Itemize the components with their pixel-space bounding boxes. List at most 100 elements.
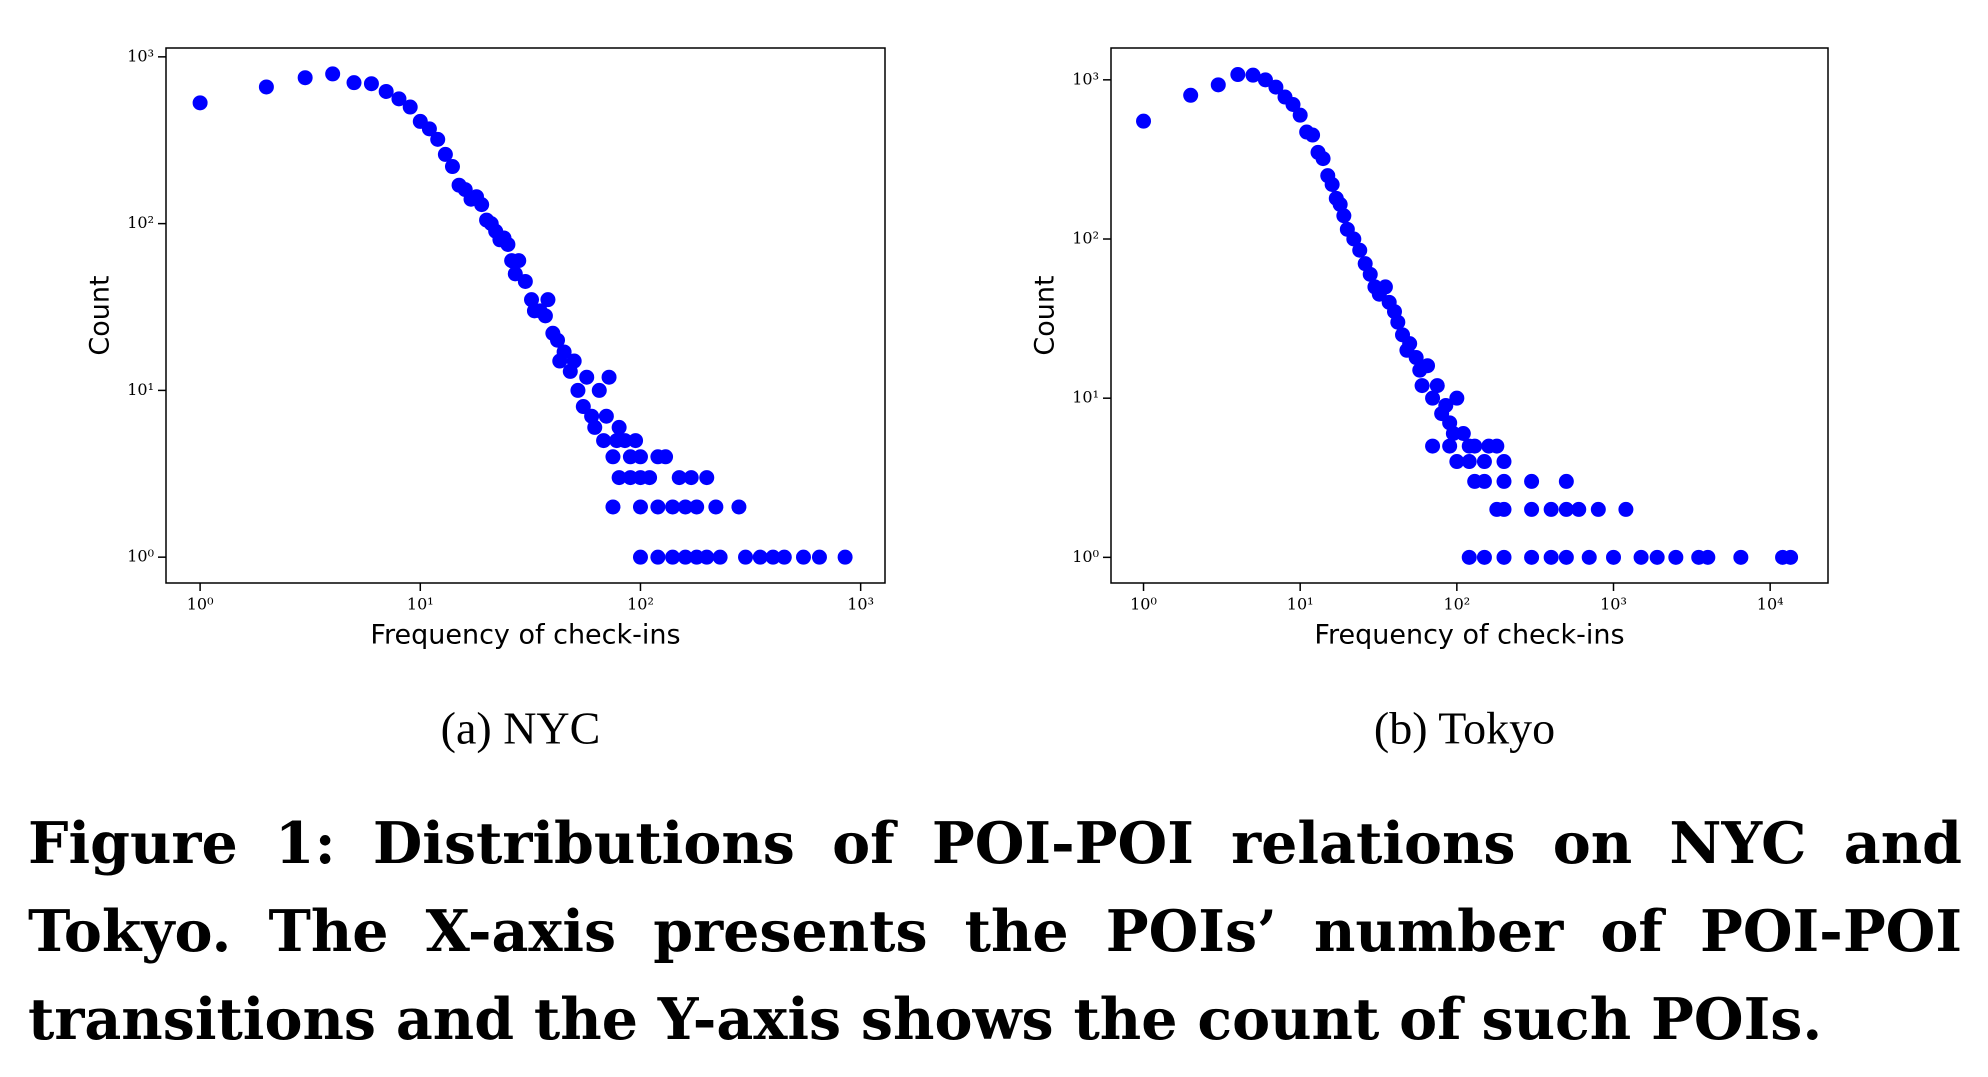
point	[708, 499, 724, 515]
point	[601, 369, 617, 385]
point	[628, 433, 644, 449]
point	[1558, 501, 1574, 517]
point	[1461, 454, 1477, 470]
point	[611, 419, 627, 435]
point	[540, 292, 556, 308]
plot-frame	[1110, 47, 1829, 584]
point	[1425, 438, 1441, 454]
point	[1581, 549, 1597, 565]
point	[1467, 438, 1483, 454]
point	[1649, 549, 1665, 565]
point	[1590, 501, 1606, 517]
point	[517, 273, 533, 289]
point	[617, 433, 633, 449]
point	[566, 353, 582, 369]
point	[1336, 208, 1352, 224]
point	[537, 308, 553, 324]
point	[1476, 549, 1492, 565]
point	[1449, 454, 1465, 470]
point	[1489, 438, 1505, 454]
point	[1668, 549, 1684, 565]
point	[1496, 549, 1512, 565]
point	[1245, 67, 1261, 83]
point	[325, 66, 341, 82]
point	[1332, 196, 1348, 212]
y-tick-label: 10¹	[127, 380, 154, 399]
point	[500, 236, 516, 252]
point	[795, 549, 811, 565]
y-tick-label: 10⁰	[127, 547, 154, 566]
point	[1496, 454, 1512, 470]
point	[363, 76, 379, 92]
point	[1285, 96, 1301, 112]
point	[1524, 501, 1540, 517]
point	[598, 408, 614, 424]
x-tick-label: 10⁰	[1130, 595, 1157, 614]
point	[1733, 549, 1749, 565]
subcaption: (a) NYC	[441, 703, 601, 754]
point	[699, 549, 715, 565]
point	[811, 549, 827, 565]
point	[1292, 107, 1308, 123]
point	[1633, 549, 1649, 565]
point	[1346, 231, 1362, 247]
y-axis-label: Count	[85, 275, 116, 355]
x-axis-label: Frequency of check-ins	[1314, 620, 1624, 651]
point	[1496, 501, 1512, 517]
point	[1390, 314, 1406, 330]
x-tick-label: 10²	[627, 595, 654, 614]
point	[444, 159, 460, 175]
point	[699, 470, 715, 486]
y-tick-label: 10²	[1072, 229, 1099, 248]
point	[591, 382, 607, 398]
x-tick-label: 10¹	[407, 595, 434, 614]
point	[1362, 266, 1378, 282]
point	[1543, 501, 1559, 517]
plot-frame	[165, 47, 886, 584]
point	[192, 95, 208, 111]
point	[437, 146, 453, 162]
point	[683, 470, 699, 486]
point	[605, 499, 621, 515]
point	[671, 470, 687, 486]
point	[258, 79, 274, 95]
y-tick-label: 10²	[127, 213, 154, 232]
point	[1700, 549, 1716, 565]
point	[738, 549, 754, 565]
point	[1315, 151, 1331, 167]
point	[765, 549, 781, 565]
point	[1377, 279, 1393, 295]
point	[837, 549, 853, 565]
point	[1783, 549, 1799, 565]
point	[1558, 549, 1574, 565]
point	[658, 449, 674, 465]
point	[752, 549, 768, 565]
point	[1136, 113, 1152, 129]
y-tick-label: 10⁰	[1072, 547, 1099, 566]
point	[677, 499, 693, 515]
point	[346, 75, 362, 91]
point	[731, 499, 747, 515]
point	[1524, 549, 1540, 565]
point	[570, 382, 586, 398]
x-tick-label: 10¹	[1287, 595, 1314, 614]
point	[1324, 177, 1340, 193]
y-tick-label: 10¹	[1072, 388, 1099, 407]
point	[689, 499, 705, 515]
point	[1461, 549, 1477, 565]
point	[587, 419, 603, 435]
point	[1476, 454, 1492, 470]
point	[1442, 438, 1458, 454]
point	[1571, 501, 1587, 517]
point	[550, 332, 566, 348]
figure-caption: Figure 1: Distributions of POI-POI relat…	[28, 810, 1962, 1053]
point	[1268, 79, 1284, 95]
point	[712, 549, 728, 565]
point	[1606, 549, 1622, 565]
x-tick-label: 10⁰	[187, 595, 214, 614]
point	[1305, 127, 1321, 143]
point	[1496, 473, 1512, 489]
point	[650, 549, 666, 565]
point	[1420, 358, 1436, 374]
point	[511, 253, 527, 269]
